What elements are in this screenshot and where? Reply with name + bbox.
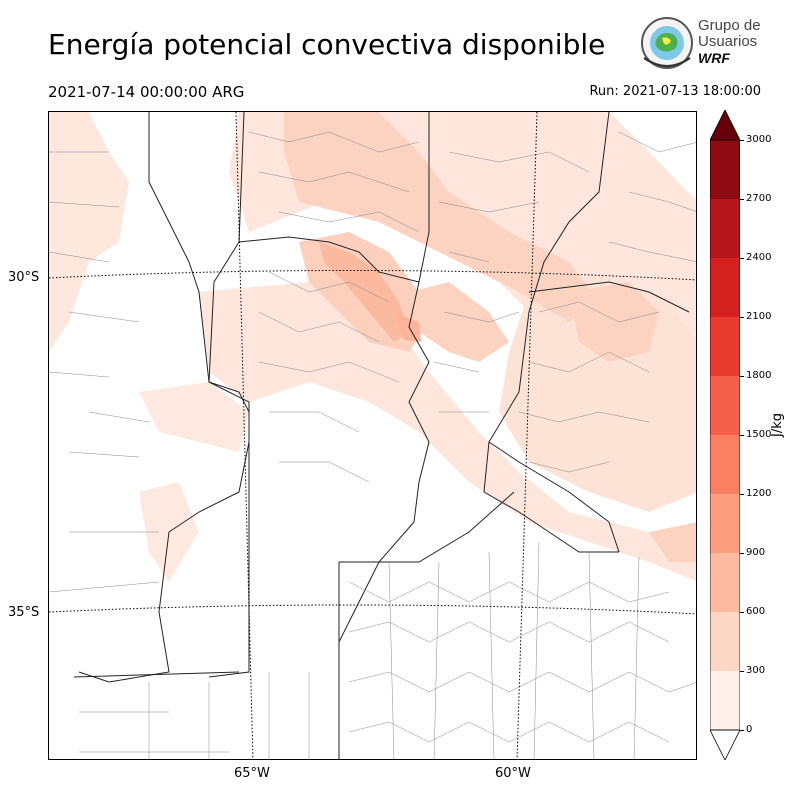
colorbar-tick-mark: [740, 376, 744, 377]
lon-label-60w: 60°W: [495, 766, 531, 781]
colorbar-tick-label: 1500: [746, 429, 772, 440]
colorbar-tick-label: 1200: [746, 488, 772, 499]
colorbar-segment: [710, 671, 740, 730]
colorbar-segment: [710, 258, 740, 317]
map-title: Energía potencial convectiva disponible: [48, 28, 606, 61]
colorbar-segment: [710, 435, 740, 494]
colorbar-segment: [710, 612, 740, 671]
colorbar-tick-label: 1800: [746, 370, 772, 381]
valid-time: 2021-07-14 00:00:00 ARG: [48, 83, 245, 101]
colorbar-segment: [710, 140, 740, 199]
colorbar-segment: [710, 317, 740, 376]
colorbar-segment: [710, 376, 740, 435]
colorbar-tick-label: 600: [746, 606, 766, 617]
colorbar-tick-mark: [740, 140, 744, 141]
colorbar-tick-label: 2400: [746, 252, 772, 263]
colorbar-segment: [710, 553, 740, 612]
colorbar-segment: [710, 494, 740, 553]
lat-label-30s: 30°S: [8, 270, 40, 285]
colorbar-segments: [710, 140, 740, 730]
colorbar-tick-label: 900: [746, 547, 766, 558]
wrf-emblem-icon: [641, 17, 693, 69]
colorbar-tick-label: 2100: [746, 311, 772, 322]
colorbar-tick-mark: [740, 494, 744, 495]
lat-label-35s: 35°S: [8, 605, 40, 620]
run-time: Run: 2021-07-13 18:00:00: [589, 84, 761, 99]
map-panel[interactable]: [48, 111, 697, 760]
logo-line-3: WRF: [698, 50, 730, 66]
cape-shading-high: [319, 242, 421, 342]
colorbar-extend-bottom: [710, 729, 740, 760]
wrf-logo: Grupo de Usuarios WRF: [638, 16, 768, 76]
graticule: [49, 112, 696, 759]
province-boundaries: [73, 112, 690, 759]
colorbar: [710, 110, 740, 760]
colorbar-unit-label: J/kg: [770, 413, 785, 437]
lon-label-65w: 65°W: [234, 766, 270, 781]
colorbar-tick-label: 300: [746, 665, 766, 676]
colorbar-tick-mark: [740, 435, 744, 436]
colorbar-tick-mark: [740, 612, 744, 613]
colorbar-tick-mark: [740, 553, 744, 554]
logo-line-2: Usuarios: [698, 33, 758, 50]
colorbar-tick-mark: [740, 730, 744, 731]
colorbar-tick-label: 3000: [746, 134, 772, 145]
colorbar-tick-mark: [740, 199, 744, 200]
colorbar-tick-label: 2700: [746, 193, 772, 204]
department-boundaries: [49, 131, 696, 759]
colorbar-tick-mark: [740, 317, 744, 318]
cape-map: [49, 112, 696, 759]
colorbar-extend-top: [710, 110, 740, 141]
logo-line-1: Grupo de: [698, 17, 761, 34]
colorbar-segment: [710, 199, 740, 258]
colorbar-tick-mark: [740, 258, 744, 259]
colorbar-tick-label: 0: [746, 724, 753, 735]
colorbar-tick-mark: [740, 671, 744, 672]
